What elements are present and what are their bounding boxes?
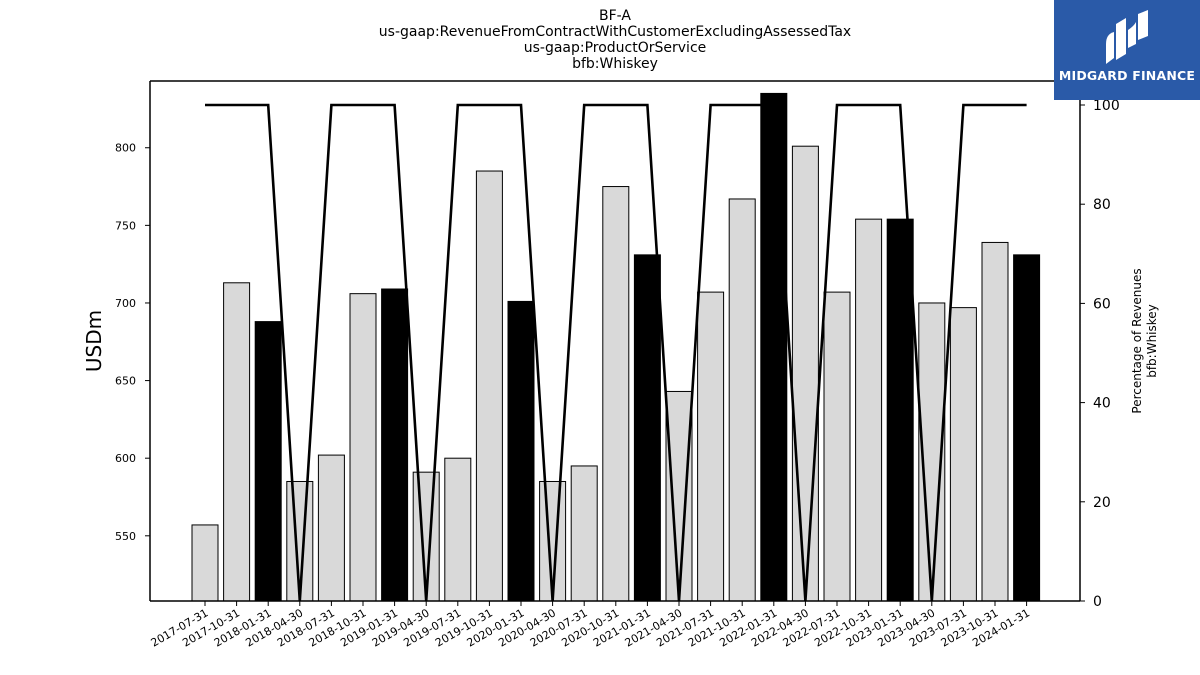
bar (444, 457, 472, 602)
bar (507, 300, 535, 602)
bar (223, 282, 251, 602)
y2-axis-label: Percentage of Revenues (1130, 268, 1144, 413)
y2-tick-label: 40 (1093, 396, 1111, 412)
bar (191, 524, 219, 602)
bar (475, 170, 503, 602)
bar (791, 145, 819, 602)
bar (381, 288, 409, 602)
bar (728, 198, 756, 602)
title-line: us-gaap:ProductOrService (523, 40, 707, 56)
y-tick-label: 700 (115, 297, 136, 310)
logo-text: MIDGARD FINANCE (1058, 68, 1196, 83)
y2-tick-label: 80 (1093, 197, 1111, 213)
bar (949, 307, 977, 602)
y2-tick-label: 60 (1093, 296, 1111, 312)
bar (1013, 254, 1041, 602)
bar (665, 390, 693, 602)
bar (570, 465, 598, 602)
y2-tick-label: 0 (1093, 594, 1102, 610)
bar (855, 218, 883, 602)
bar (760, 92, 788, 602)
title-line: bfb:Whiskey (572, 56, 658, 72)
bar (823, 291, 851, 602)
bar (602, 186, 630, 602)
bar (412, 471, 440, 602)
bar (981, 241, 1009, 602)
logo-mark-icon (1106, 10, 1148, 64)
y-tick-label: 650 (115, 375, 136, 388)
bar (317, 454, 345, 602)
bar (254, 321, 282, 602)
percentage-line (205, 103, 1027, 602)
midgard-finance-logo: MIDGARD FINANCE (1054, 0, 1200, 100)
bar (349, 293, 377, 602)
title-line: us-gaap:RevenueFromContractWithCustomerE… (378, 24, 852, 40)
y-tick-label: 800 (115, 142, 136, 155)
bar (697, 291, 725, 602)
bar (633, 254, 661, 602)
bar (886, 218, 914, 602)
y2-tick-label: 20 (1093, 495, 1111, 511)
y-tick-label: 750 (115, 219, 136, 232)
y-tick-label: 550 (115, 530, 136, 543)
y2-tick-label: 100 (1093, 98, 1120, 114)
y-axis-label: USDm (82, 310, 106, 372)
y-tick-label: 600 (115, 452, 136, 465)
title-line: BF-A (599, 8, 631, 24)
y2-axis-label: bfb:Whiskey (1145, 304, 1159, 378)
